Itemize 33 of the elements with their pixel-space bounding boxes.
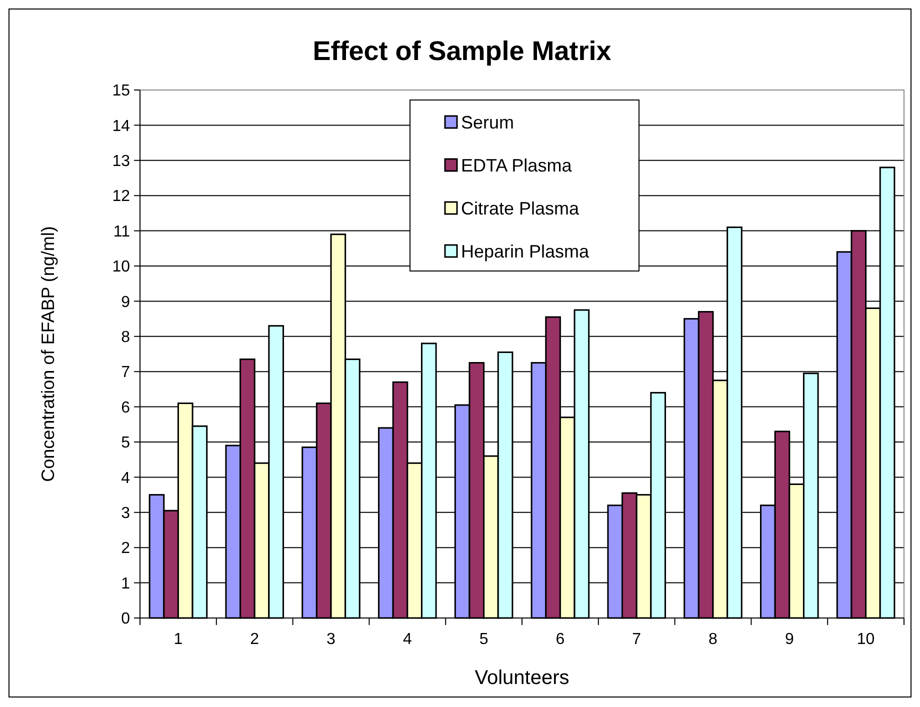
y-tick-label: 6 [121, 399, 130, 416]
y-tick-label: 8 [121, 329, 130, 346]
x-tick-label: 7 [632, 631, 642, 648]
y-tick-label: 4 [121, 470, 130, 487]
y-tick-label: 5 [121, 434, 130, 452]
x-axis-title: Volunteers [474, 667, 570, 689]
y-tick-label: 0 [121, 610, 130, 628]
y-tick-label: 13 [112, 153, 130, 170]
x-tick-label: 8 [708, 631, 718, 648]
x-tick-label: 10 [856, 631, 875, 648]
y-tick-label: 1 [121, 575, 130, 592]
x-tick-label: 6 [556, 631, 565, 648]
legend-label: Citrate Plasma [461, 198, 580, 218]
x-tick-label: 2 [250, 631, 260, 648]
legend-label: Heparin Plasma [461, 241, 590, 262]
x-tick-label: 4 [402, 631, 412, 648]
y-tick-label: 3 [121, 505, 130, 522]
y-tick-label: 7 [121, 364, 130, 382]
x-tick-label: 9 [784, 631, 794, 648]
legend-label: EDTA Plasma [461, 155, 573, 176]
y-tick-label: 2 [121, 540, 130, 558]
y-axis-title: Concentration of EFABP (ng/ml) [38, 226, 58, 482]
y-tick-label: 10 [112, 258, 130, 276]
legend-label: Serum [461, 112, 514, 132]
y-tick-label: 11 [113, 223, 130, 240]
x-tick-label: 3 [326, 631, 336, 648]
y-tick-label: 9 [121, 294, 130, 311]
chart-title: Effect of Sample Matrix [312, 36, 612, 66]
y-tick-label: 12 [112, 188, 130, 206]
y-tick-label: 15 [112, 82, 130, 100]
y-tick-label: 14 [112, 118, 130, 135]
x-tick-label: 5 [479, 631, 488, 648]
x-tick-label: 1 [174, 631, 183, 648]
